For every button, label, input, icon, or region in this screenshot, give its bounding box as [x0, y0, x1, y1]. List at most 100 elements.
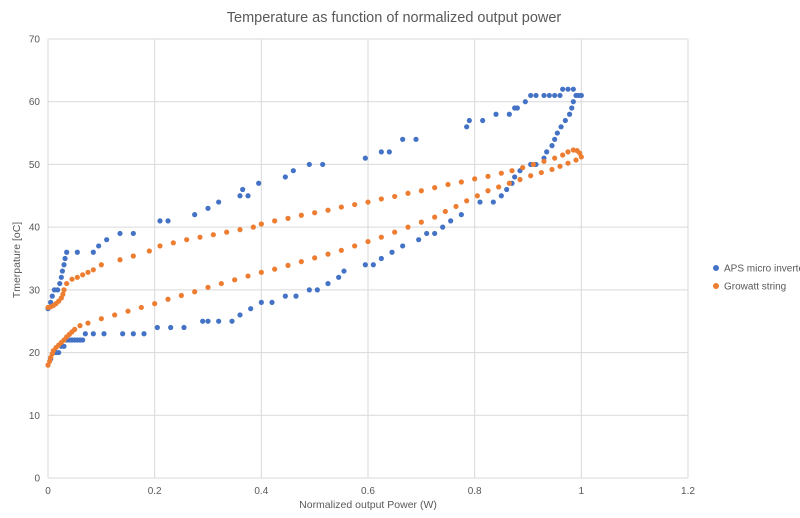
y-tick-label: 50 — [29, 160, 41, 171]
data-point — [325, 251, 331, 257]
data-point — [258, 221, 264, 227]
data-point — [549, 166, 555, 173]
legend-label: Growatt string — [724, 282, 786, 293]
data-point — [442, 208, 448, 215]
data-point — [256, 180, 262, 186]
data-point — [464, 198, 470, 204]
data-point — [272, 266, 278, 272]
data-point — [101, 331, 107, 337]
data-point — [197, 234, 203, 240]
data-point — [453, 203, 459, 210]
data-point — [181, 324, 187, 331]
data-point — [152, 301, 158, 307]
data-point — [480, 117, 486, 124]
data-point — [338, 204, 344, 210]
data-point — [405, 190, 411, 196]
data-point — [240, 186, 246, 193]
data-point — [112, 312, 118, 318]
data-point — [224, 229, 230, 235]
data-point — [362, 155, 368, 161]
data-point — [432, 185, 438, 191]
data-point — [474, 193, 480, 199]
data-point — [98, 262, 104, 268]
data-point — [184, 237, 190, 243]
y-axis-label: Tmerpature [oC] — [11, 222, 23, 299]
data-point — [477, 199, 483, 205]
data-point — [485, 173, 491, 179]
data-point — [506, 180, 512, 186]
data-point — [378, 149, 384, 155]
data-point — [413, 136, 419, 142]
data-point — [200, 318, 206, 324]
data-point — [528, 92, 534, 99]
legend: APS micro inverter Growatt string — [713, 264, 800, 293]
y-tick-label: 10 — [29, 411, 41, 422]
x-tick-label: 1.2 — [681, 486, 695, 497]
data-point — [85, 320, 91, 326]
legend-label: APS micro inverter — [724, 264, 800, 275]
data-point — [320, 161, 326, 168]
data-point — [216, 318, 222, 324]
data-point — [557, 163, 563, 169]
data-point — [544, 149, 550, 155]
data-point — [541, 92, 547, 99]
data-point — [362, 262, 368, 268]
x-axis-label: Normalized output Power (W) — [299, 499, 437, 511]
data-point — [493, 111, 499, 117]
data-point — [365, 238, 371, 245]
data-point — [365, 199, 371, 205]
data-point — [541, 158, 547, 164]
data-point — [389, 249, 395, 255]
data-point — [506, 111, 512, 117]
data-point — [64, 280, 70, 287]
data-point — [565, 86, 571, 92]
x-tick-label: 0.8 — [468, 486, 482, 497]
data-point — [57, 280, 63, 287]
data-point — [424, 230, 430, 237]
data-point — [157, 243, 163, 249]
data-point — [59, 268, 65, 274]
data-point — [485, 188, 491, 194]
data-point — [45, 362, 51, 368]
data-point — [62, 255, 68, 262]
data-point — [74, 249, 80, 255]
data-point — [562, 117, 568, 124]
data-point — [314, 287, 320, 293]
data-point — [229, 318, 235, 324]
data-point — [567, 111, 573, 117]
data-point — [570, 86, 576, 92]
data-point — [157, 218, 163, 224]
data-point — [392, 193, 398, 200]
data-point — [168, 324, 174, 331]
data-point — [293, 293, 299, 299]
data-point — [558, 124, 564, 130]
data-point — [565, 149, 571, 155]
data-point — [458, 212, 464, 218]
data-point — [141, 331, 147, 337]
data-point — [338, 247, 344, 253]
data-point — [237, 227, 243, 233]
data-point — [192, 289, 198, 295]
data-point — [552, 155, 558, 161]
data-point — [546, 92, 552, 99]
data-point — [77, 323, 83, 329]
data-point — [117, 257, 123, 263]
data-point — [386, 149, 392, 155]
data-point — [96, 243, 102, 249]
data-point — [560, 152, 566, 158]
data-point — [325, 207, 331, 213]
data-point — [306, 287, 312, 293]
data-point — [218, 280, 224, 287]
data-point — [82, 331, 88, 337]
chart-title: Temperature as function of normalized ou… — [227, 10, 562, 26]
data-point — [165, 218, 171, 224]
data-point — [464, 124, 470, 130]
data-point — [237, 193, 243, 199]
data-point — [258, 299, 264, 305]
data-point — [565, 160, 571, 166]
data-point — [448, 218, 454, 224]
y-tick-label: 20 — [29, 348, 41, 359]
data-point — [472, 176, 478, 182]
data-point — [237, 312, 243, 318]
